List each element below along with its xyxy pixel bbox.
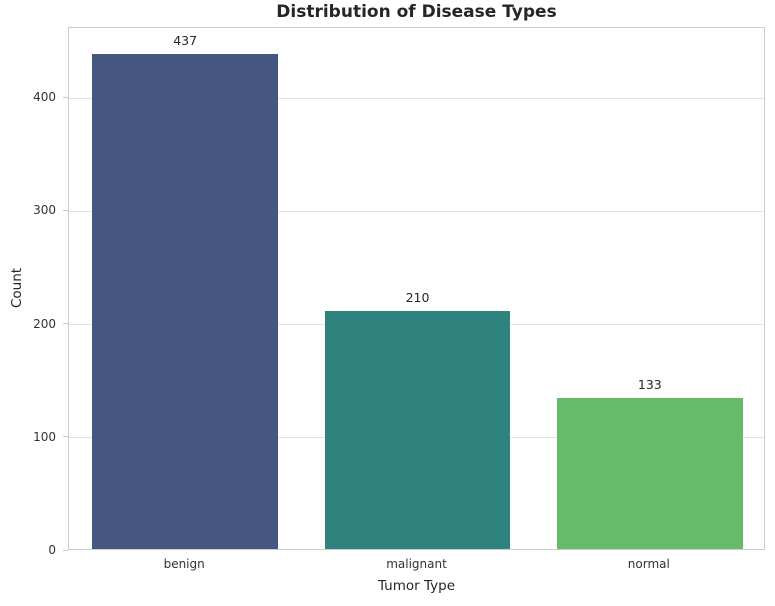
y-tick-mark — [63, 209, 68, 211]
y-tick-mark — [63, 96, 68, 98]
chart-title: Distribution of Disease Types — [276, 2, 557, 22]
bar-value-label: 133 — [637, 377, 662, 393]
plot-area: 437 210 133 — [68, 27, 765, 550]
y-tick-label: 100 — [33, 429, 56, 444]
bar-normal — [556, 398, 743, 549]
bar-value-label: 437 — [173, 33, 198, 49]
gridline — [69, 210, 764, 212]
gridline — [69, 97, 764, 99]
y-tick-label: 200 — [33, 316, 56, 331]
y-tick-mark — [63, 436, 68, 438]
x-tick-label: benign — [163, 557, 205, 571]
y-tick-label: 0 — [48, 543, 56, 557]
y-axis-label: Count — [9, 267, 25, 309]
y-tick-mark — [63, 323, 68, 325]
bar-malignant — [324, 311, 511, 549]
y-tick-label: 300 — [33, 203, 56, 218]
x-tick-label: malignant — [386, 557, 447, 571]
x-tick-label: normal — [627, 557, 670, 571]
bar-value-label: 210 — [405, 290, 430, 306]
y-tick-mark — [63, 549, 68, 551]
y-tick-label: 400 — [33, 90, 56, 105]
bar-benign — [92, 54, 279, 549]
x-axis-label: Tumor Type — [377, 578, 455, 594]
